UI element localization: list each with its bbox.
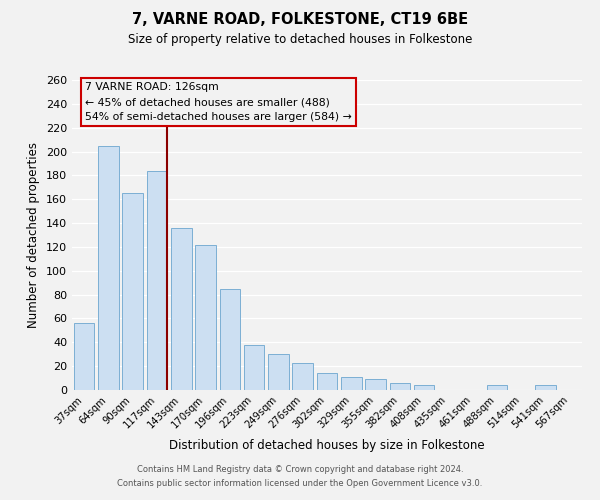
Bar (292, 362, 313, 390)
Text: 7, VARNE ROAD, FOLKESTONE, CT19 6BE: 7, VARNE ROAD, FOLKESTONE, CT19 6BE (132, 12, 468, 28)
Bar (487, 385, 508, 390)
Bar (98, 146, 119, 390)
Text: Contains HM Land Registry data © Crown copyright and database right 2024.
Contai: Contains HM Land Registry data © Crown c… (118, 466, 482, 487)
Bar (195, 244, 216, 390)
Bar (171, 228, 191, 390)
Bar (414, 385, 434, 390)
Bar (146, 170, 167, 390)
Bar (389, 383, 410, 390)
Bar (244, 344, 265, 390)
Bar (341, 377, 362, 390)
Bar (74, 323, 94, 390)
Bar (268, 354, 289, 390)
Bar (122, 194, 143, 390)
Text: 7 VARNE ROAD: 126sqm
← 45% of detached houses are smaller (488)
54% of semi-deta: 7 VARNE ROAD: 126sqm ← 45% of detached h… (85, 82, 352, 122)
Bar (317, 374, 337, 390)
Text: Size of property relative to detached houses in Folkestone: Size of property relative to detached ho… (128, 32, 472, 46)
Bar (535, 385, 556, 390)
Y-axis label: Number of detached properties: Number of detached properties (28, 142, 40, 328)
Bar (365, 380, 386, 390)
X-axis label: Distribution of detached houses by size in Folkestone: Distribution of detached houses by size … (169, 439, 485, 452)
Bar (220, 288, 240, 390)
